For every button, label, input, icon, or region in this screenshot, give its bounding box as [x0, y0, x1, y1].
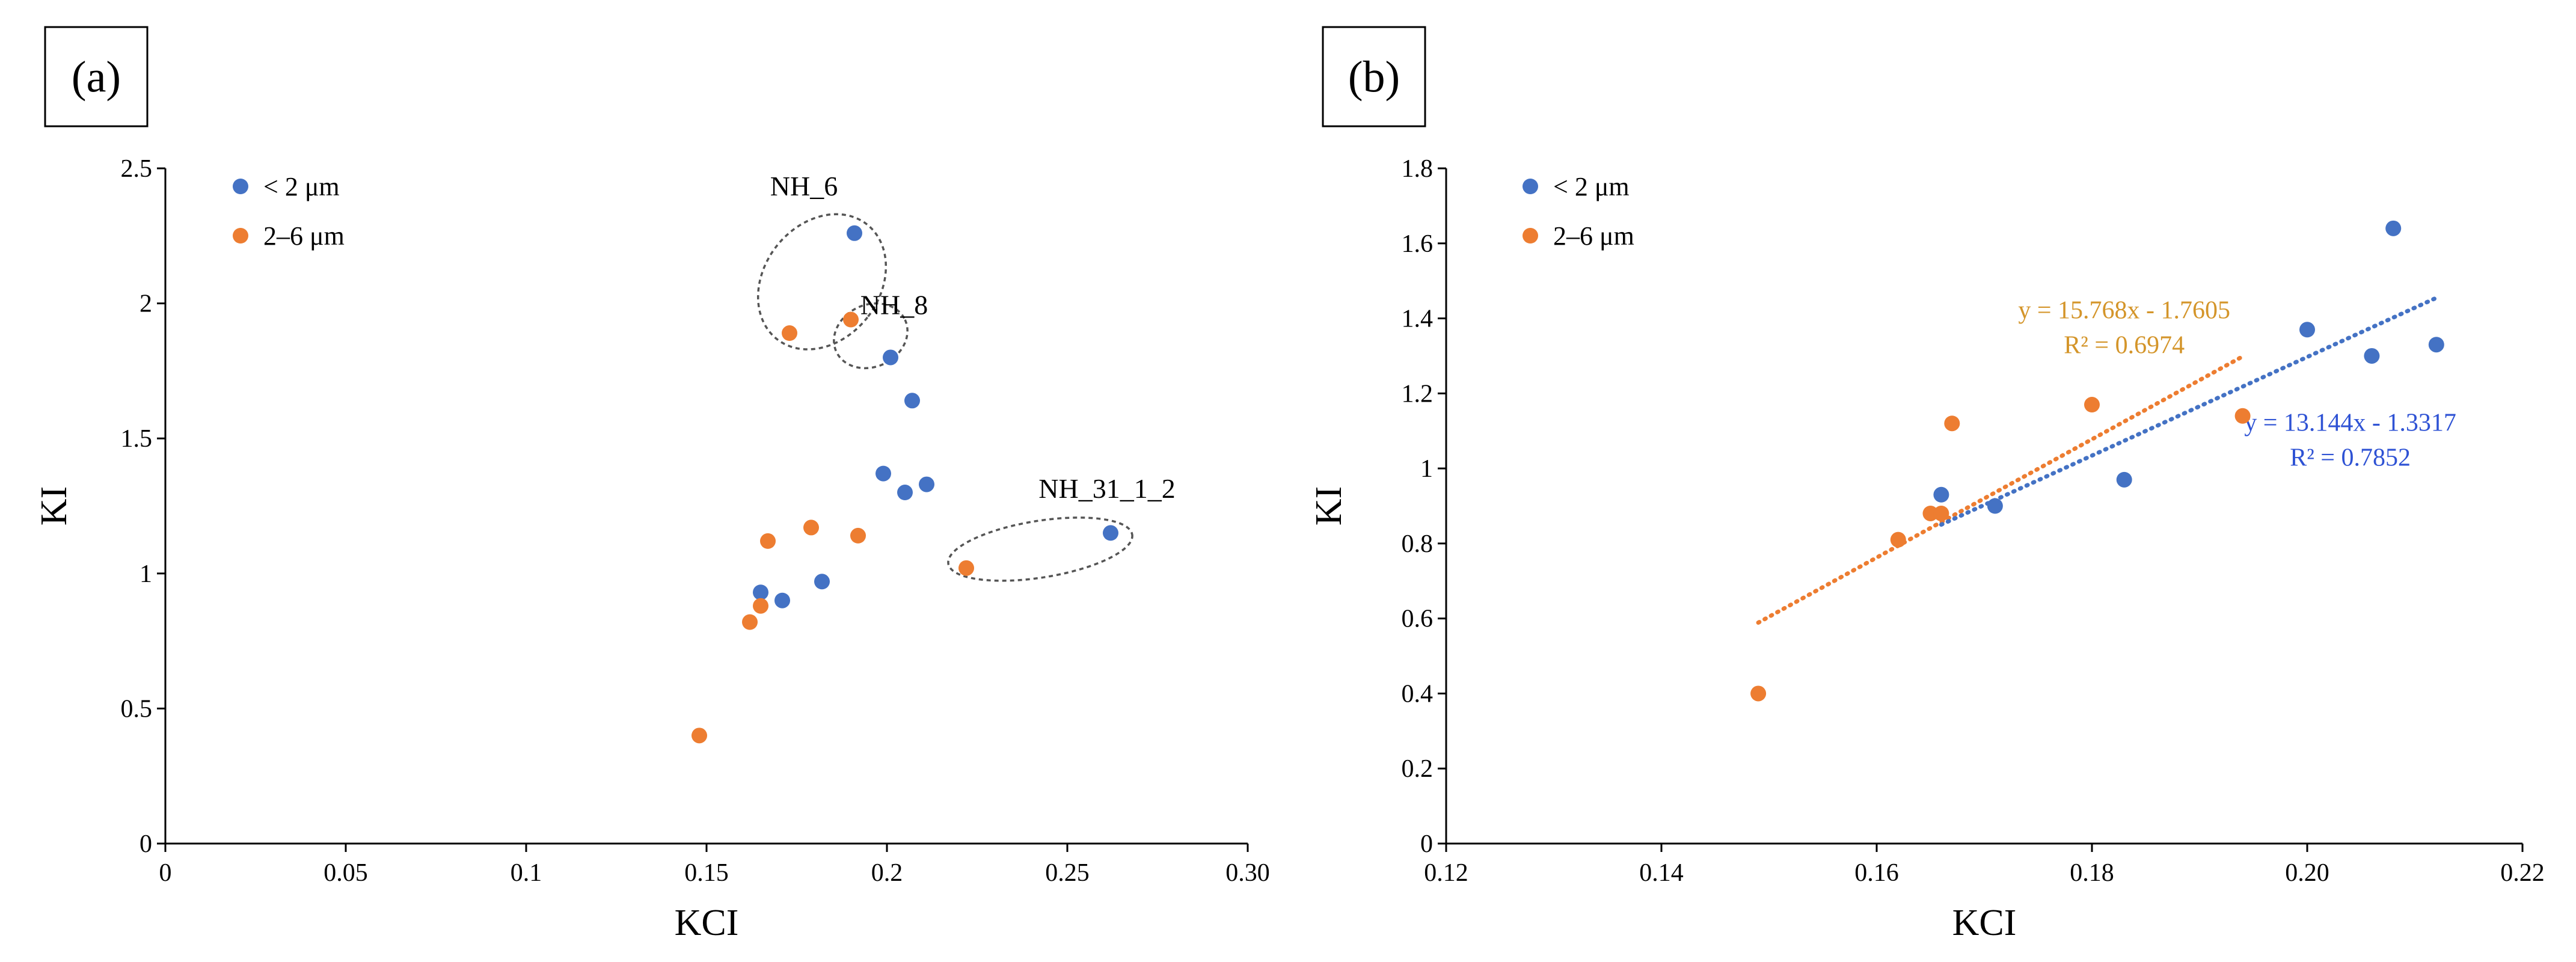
y-tick-label: 0.6 — [1402, 605, 1434, 633]
data-point — [897, 485, 913, 501]
panel-b: (b) 0.12 0.14 0.16 0.18 0.20 0.22 0 0.2 0.4 0.6 0.8… — [1308, 26, 2545, 943]
legend-marker — [233, 228, 248, 244]
panel-label-box — [44, 26, 149, 127]
data-point — [2428, 337, 2444, 353]
data-point — [850, 527, 866, 544]
trendline-equation: y = 15.768x - 1.7605 — [2018, 297, 2230, 325]
x-tick-label: 0.2 — [871, 859, 903, 887]
trendline-r2: R² = 0.6974 — [2064, 332, 2185, 360]
x-tick-label: 0.22 — [2500, 859, 2545, 887]
y-tick-label: 0.4 — [1402, 680, 1434, 708]
data-point — [1890, 532, 1906, 548]
trendline — [1756, 354, 2245, 625]
legend-marker — [1523, 179, 1538, 194]
y-tick-label: 1.2 — [1402, 380, 1434, 408]
y-tick-label: 1.5 — [121, 425, 153, 453]
panel-label: (b) — [1348, 53, 1400, 102]
x-tick-label: 0.12 — [1424, 859, 1468, 887]
x-tick-label: 0.1 — [511, 859, 542, 887]
data-point — [2299, 322, 2315, 338]
data-point — [692, 728, 707, 744]
data-point — [753, 598, 768, 614]
data-point — [774, 592, 790, 608]
x-tick-label: 0.20 — [2285, 859, 2329, 887]
data-point — [2385, 220, 2402, 236]
x-tick-label: 0.25 — [1045, 859, 1090, 887]
y-tick-label: 2.5 — [121, 155, 153, 183]
annotation-ellipse — [833, 302, 909, 370]
data-point — [760, 533, 776, 549]
y-axis-label: KI — [1308, 486, 1349, 525]
data-point — [803, 519, 819, 536]
data-point — [782, 325, 797, 342]
panel-a: (a) 0 0.05 0.1 0.15 0.2 0.25 0.30 0 0.5 1 1.5 2 2.5 KC… — [34, 26, 1270, 943]
data-point — [742, 614, 758, 630]
y-tick-label: 1.6 — [1402, 230, 1434, 258]
data-point — [843, 311, 859, 328]
y-tick-label: 1 — [1420, 455, 1433, 483]
y-tick-label: 0.5 — [121, 695, 153, 723]
y-tick-label: 1.4 — [1402, 305, 1434, 333]
y-axis-label: KI — [34, 486, 75, 525]
x-tick-label: 0.15 — [684, 859, 729, 887]
data-point — [958, 560, 974, 576]
data-point — [1987, 498, 2003, 514]
legend-label: 2–6 μm — [1553, 221, 1634, 251]
y-tick-label: 1.8 — [1402, 155, 1434, 183]
x-tick-label: 0.18 — [2070, 859, 2114, 887]
panel-label-box — [1322, 26, 1426, 127]
annotation-ellipse — [756, 213, 888, 351]
y-tick-label: 2 — [140, 290, 152, 318]
legend-label: < 2 μm — [263, 172, 340, 201]
legend-label: < 2 μm — [1553, 172, 1630, 201]
data-point — [1922, 505, 1939, 521]
y-tick-label: 0.2 — [1402, 755, 1434, 783]
x-tick-label: 0 — [159, 859, 172, 887]
legend-marker — [233, 179, 248, 194]
data-point — [1933, 505, 1949, 521]
data-point — [876, 465, 891, 482]
data-point — [919, 476, 934, 492]
annotation-label: NH_6 — [770, 171, 838, 201]
trendline-r2: R² = 0.7852 — [2290, 444, 2411, 472]
legend-marker — [1523, 228, 1538, 244]
data-point — [904, 393, 920, 409]
data-point — [2084, 397, 2100, 413]
data-point — [753, 584, 768, 601]
data-point — [1103, 525, 1118, 541]
y-tick-label: 1 — [140, 560, 152, 588]
data-point — [2234, 408, 2251, 424]
data-point — [2116, 471, 2132, 488]
x-tick-label: 0.30 — [1225, 859, 1270, 887]
annotation-ellipse — [947, 516, 1133, 582]
y-tick-label: 0.8 — [1402, 530, 1434, 558]
x-axis-label: KCI — [675, 902, 739, 943]
data-point — [814, 574, 830, 590]
legend-label: 2–6 μm — [263, 221, 345, 251]
trendline — [1939, 295, 2439, 527]
panel-label: (a) — [72, 53, 121, 102]
y-tick-label: 0 — [1420, 830, 1433, 858]
data-point — [1933, 486, 1949, 503]
data-point — [847, 225, 862, 241]
x-tick-label: 0.05 — [324, 859, 368, 887]
annotation-label: NH_31_1_2 — [1038, 473, 1175, 504]
data-point — [1750, 685, 1767, 702]
data-point — [883, 349, 898, 366]
x-tick-label: 0.16 — [1854, 859, 1899, 887]
y-tick-label: 0 — [140, 830, 152, 858]
x-tick-label: 0.14 — [1639, 859, 1684, 887]
data-point — [2364, 348, 2380, 364]
trendline-equation: y = 13.144x - 1.3317 — [2244, 409, 2456, 437]
x-axis-label: KCI — [1952, 902, 2017, 943]
data-point — [1944, 415, 1960, 432]
annotation-label: NH_8 — [860, 290, 928, 320]
